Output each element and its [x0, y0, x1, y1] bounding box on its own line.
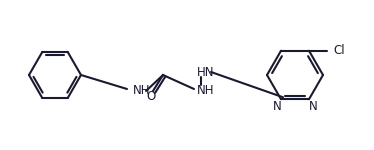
- Text: NH: NH: [197, 84, 215, 96]
- Text: O: O: [146, 90, 156, 104]
- Text: N: N: [309, 100, 318, 113]
- Text: Cl: Cl: [333, 44, 344, 57]
- Text: NH: NH: [133, 84, 150, 96]
- Text: HN: HN: [197, 66, 215, 78]
- Text: N: N: [273, 100, 281, 113]
